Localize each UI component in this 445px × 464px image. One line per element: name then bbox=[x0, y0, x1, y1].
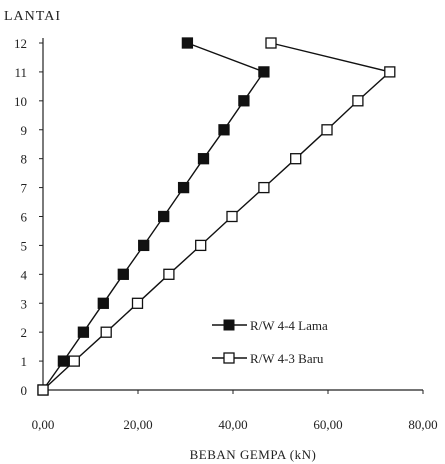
legend-marker-baru bbox=[223, 352, 235, 364]
y-tick-label: 1 bbox=[21, 354, 28, 369]
y-tick-label: 5 bbox=[21, 238, 28, 253]
data-point-baru bbox=[321, 124, 333, 136]
y-axis-label: LANTAI bbox=[4, 9, 61, 24]
axes bbox=[39, 38, 424, 394]
x-tick-label: 40,00 bbox=[218, 417, 247, 432]
data-point-baru bbox=[290, 153, 302, 165]
y-tick-label: 2 bbox=[21, 325, 28, 340]
data-point-baru bbox=[37, 384, 49, 396]
data-point-baru bbox=[68, 355, 80, 367]
data-point-lama bbox=[117, 268, 129, 280]
data-point-lama bbox=[97, 297, 109, 309]
data-point-baru bbox=[265, 37, 277, 49]
y-tick-label: 6 bbox=[21, 210, 28, 225]
data-point-baru bbox=[100, 326, 112, 338]
y-tick-label: 0 bbox=[21, 383, 28, 398]
y-tick-label: 12 bbox=[14, 36, 27, 51]
data-point-lama bbox=[197, 153, 210, 165]
series-line-1 bbox=[42, 42, 391, 391]
data-point-lama bbox=[57, 355, 70, 367]
y-tick-label: 10 bbox=[14, 94, 27, 109]
data-point-lama bbox=[181, 37, 194, 49]
x-tick-label: 0,00 bbox=[32, 417, 55, 432]
data-point-baru bbox=[258, 181, 270, 194]
x-tick-label: 60,00 bbox=[313, 417, 342, 432]
series-layer bbox=[37, 37, 396, 396]
y-tick-label: 9 bbox=[21, 123, 28, 138]
legend: R/W 4-4 Lama R/W 4-3 Baru bbox=[212, 318, 328, 366]
x-axis-label: BEBAN GEMPA (kN) bbox=[190, 447, 317, 462]
x-tick-label: 20,00 bbox=[123, 417, 152, 432]
legend-marker-lama bbox=[223, 319, 235, 331]
data-point-baru bbox=[384, 66, 396, 78]
data-point-baru bbox=[226, 210, 238, 223]
data-point-lama bbox=[158, 210, 170, 223]
data-point-lama bbox=[77, 326, 90, 338]
y-tick-label: 7 bbox=[21, 181, 28, 196]
data-point-lama bbox=[138, 239, 150, 252]
x-tick-label: 80,00 bbox=[408, 417, 437, 432]
y-tick-label: 11 bbox=[14, 65, 27, 80]
data-point-lama bbox=[218, 124, 230, 136]
y-tick-label: 8 bbox=[21, 152, 28, 167]
legend-label-baru: R/W 4-3 Baru bbox=[250, 351, 324, 366]
data-point-baru bbox=[131, 297, 144, 309]
data-point-lama bbox=[177, 181, 190, 194]
data-point-baru bbox=[163, 268, 175, 280]
legend-label-lama: R/W 4-4 Lama bbox=[250, 318, 328, 333]
y-tick-label: 3 bbox=[21, 296, 28, 311]
data-point-lama bbox=[258, 66, 270, 78]
y-tick-label: 4 bbox=[21, 267, 28, 282]
data-point-baru bbox=[195, 239, 207, 252]
data-point-lama bbox=[238, 95, 250, 107]
x-tick-labels: 0,00 20,00 40,00 60,00 80,00 bbox=[32, 417, 438, 432]
data-point-baru bbox=[352, 95, 364, 107]
